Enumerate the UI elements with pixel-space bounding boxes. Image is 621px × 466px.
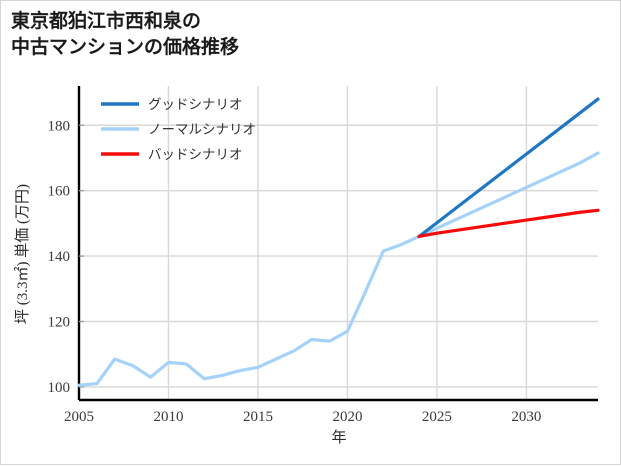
y-tick-label: 180 [48, 118, 71, 134]
x-tick-label: 2025 [422, 409, 452, 425]
x-tick-label: 2015 [243, 409, 273, 425]
y-tick-label: 160 [48, 184, 71, 200]
series-line-バッドシナリオ [417, 208, 600, 239]
x-tick-label: 2005 [64, 409, 94, 425]
page-title: 東京都狛江市西和泉の 中古マンションの価格推移 [11, 11, 240, 58]
x-tick-label: 2010 [153, 409, 183, 425]
grid-lines [79, 86, 598, 400]
tick-labels: 100 120 140 160 180 2005 2010 2015 2020 2025 2030 [48, 118, 542, 425]
legend-label-good: グッドシナリオ [148, 97, 243, 112]
y-tick-label: 140 [48, 249, 71, 265]
x-tick-label: 2030 [511, 409, 541, 425]
x-axis-label: 年 [331, 429, 346, 446]
x-tick-label: 2020 [332, 409, 362, 425]
axis-spines [77, 86, 598, 402]
data-series [77, 97, 600, 387]
y-tick-label: 100 [48, 380, 71, 396]
legend-label-normal: ノーマルシナリオ [148, 122, 256, 137]
y-axis-label: 坪 (3.3㎡) 単価 (万円) [14, 184, 31, 324]
series-line-ノーマルシナリオ [77, 151, 600, 387]
legend-label-bad: バッドシナリオ [148, 147, 243, 162]
series-line-グッドシナリオ [417, 97, 600, 239]
y-tick-label: 120 [48, 315, 71, 331]
